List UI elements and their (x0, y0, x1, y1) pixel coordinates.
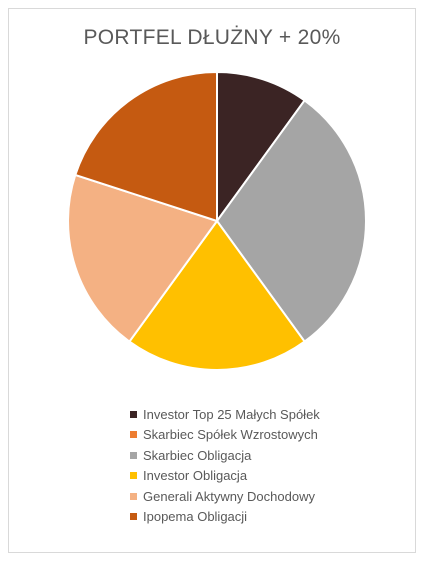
legend-label: Generali Aktywny Dochodowy (143, 488, 315, 504)
legend-label: Ipopema Obligacji (143, 509, 248, 525)
legend-label: Skarbiec Spółek Wzrostowych (143, 427, 318, 443)
legend-item: Skarbiec Spółek Wzrostowych (130, 425, 320, 446)
legend-swatch (130, 472, 137, 480)
legend-item: Skarbiec Obligacja (130, 445, 320, 466)
legend-swatch (130, 451, 137, 459)
legend-swatch (130, 492, 137, 500)
legend-swatch (130, 513, 137, 521)
pie-slice (67, 173, 219, 343)
legend-item: Investor Top 25 Małych Spółek (130, 404, 320, 425)
legend-item: Ipopema Obligacji (130, 507, 320, 528)
legend-label: Investor Top 25 Małych Spółek (143, 406, 320, 422)
pie-slice (128, 219, 306, 371)
legend-item: Investor Obligacja (130, 466, 320, 487)
pie-slice (74, 70, 218, 223)
pie-slice (216, 70, 306, 225)
legend-label: Skarbiec Obligacja (143, 447, 252, 463)
legend-label: Investor Obligacja (143, 468, 248, 484)
chart-title: PORTFEL DŁUŻNY + 20% (83, 26, 341, 49)
pie-slice (215, 99, 368, 343)
legend-item: Generali Aktywny Dochodowy (130, 486, 320, 507)
legend-swatch (130, 410, 137, 418)
legend-swatch (130, 431, 137, 439)
chart-legend: Investor Top 25 Małych Spółek Skarbiec S… (130, 404, 320, 527)
